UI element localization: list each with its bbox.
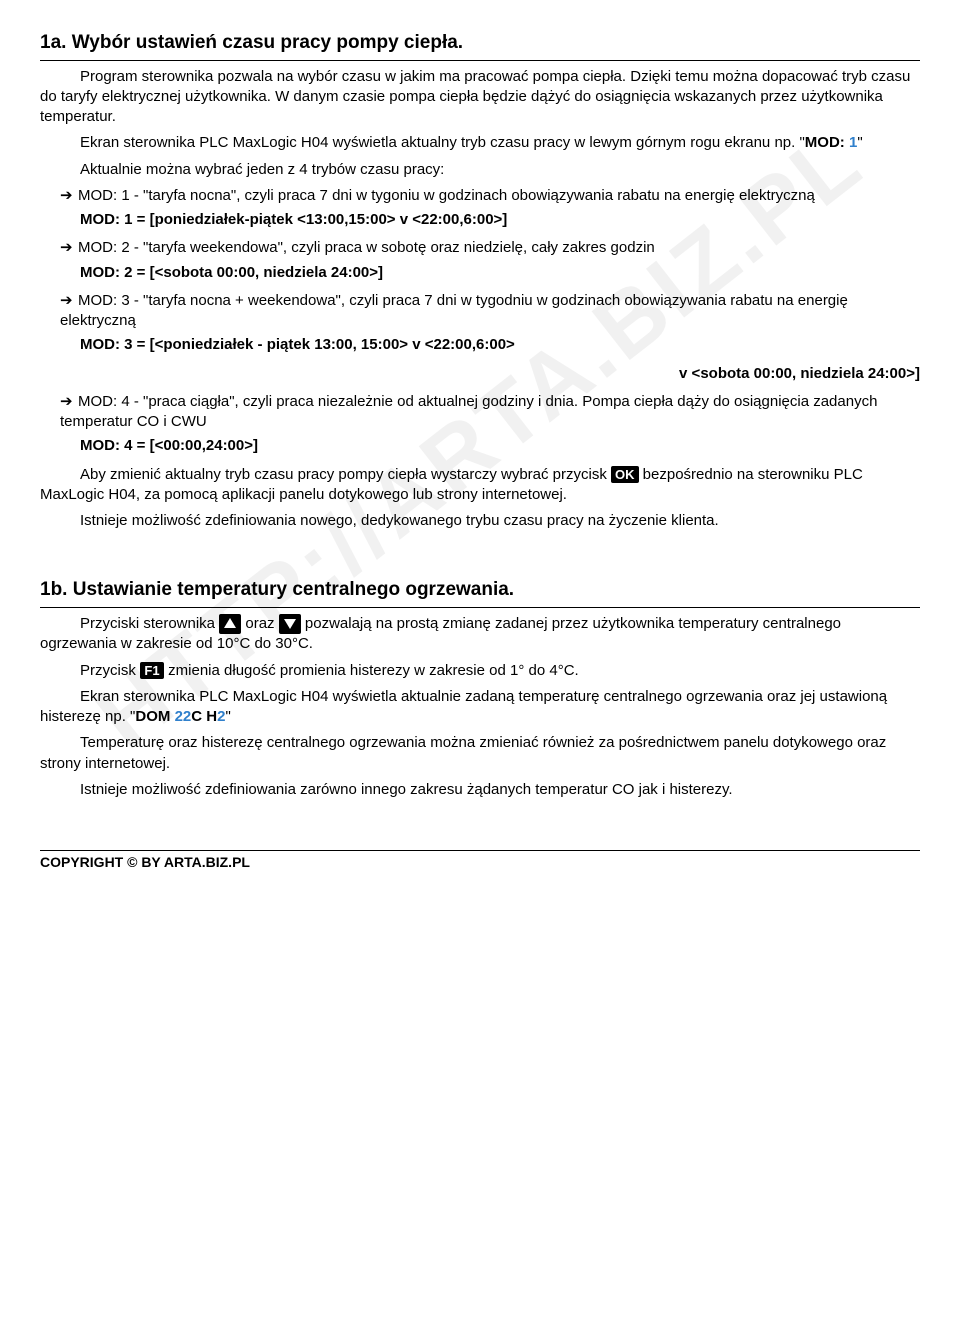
s2-p4: Temperaturę oraz histerezę centralnego o… xyxy=(40,733,920,774)
mod1-formula: MOD: 1 = [poniedziałek-piątek <13:00,15:… xyxy=(80,210,920,230)
change-paragraph: Aby zmienić aktualny tryb czasu pracy po… xyxy=(40,465,920,506)
ok-button-icon: OK xyxy=(611,466,639,484)
s2-p2: Przycisk F1 zmienia długość promienia hi… xyxy=(40,661,920,681)
f1-button-icon: F1 xyxy=(140,662,164,680)
s1-p3: Aktualnie można wybrać jeden z 4 trybów … xyxy=(40,160,920,180)
section-1b-title: 1b. Ustawianie temperatury centralnego o… xyxy=(40,577,920,608)
arrow-icon: ➔ xyxy=(60,291,78,311)
page-content: 1a. Wybór ustawień czasu pracy pompy cie… xyxy=(40,30,920,872)
dom-label: DOM xyxy=(135,708,174,725)
mod3-desc: MOD: 3 - "taryfa nocna + weekendowa", cz… xyxy=(60,292,848,329)
s2-p2-post: zmienia długość promienia histerezy w za… xyxy=(164,662,579,679)
s1-p2: Ekran sterownika PLC MaxLogic H04 wyświe… xyxy=(40,133,920,153)
s2-p2-pre: Przycisk xyxy=(80,662,140,679)
mod1-block: ➔MOD: 1 - "taryfa nocna", czyli praca 7 … xyxy=(60,186,920,206)
mod2-formula: MOD: 2 = [<sobota 00:00, niedziela 24:00… xyxy=(80,263,920,283)
s2-p3-post: " xyxy=(225,708,230,725)
section-1a-title: 1a. Wybór ustawień czasu pracy pompy cie… xyxy=(40,30,920,61)
mod3-formula-right: v <sobota 00:00, niedziela 24:00>] xyxy=(40,364,920,384)
up-button-icon xyxy=(219,614,241,634)
mod-label: MOD: xyxy=(805,134,845,151)
s2-p5: Istnieje możliwość zdefiniowania zarówno… xyxy=(40,780,920,800)
s2-p1-pre: Przyciski sterownika xyxy=(80,615,219,632)
s2-p3: Ekran sterownika PLC MaxLogic H04 wyświe… xyxy=(40,687,920,728)
mod3-block: ➔MOD: 3 - "taryfa nocna + weekendowa", c… xyxy=(60,291,920,332)
mod1-desc: MOD: 1 - "taryfa nocna", czyli praca 7 d… xyxy=(78,187,815,204)
s2-p1-mid: oraz xyxy=(241,615,279,632)
mod2-desc: MOD: 2 - "taryfa weekendowa", czyli prac… xyxy=(78,239,655,256)
mod-value: 1 xyxy=(845,134,858,151)
footer: COPYRIGHT © BY ARTA.BIZ.PL xyxy=(40,850,920,872)
change-note: Istnieje możliwość zdefiniowania nowego,… xyxy=(40,511,920,531)
change-pre: Aby zmienić aktualny tryb czasu pracy po… xyxy=(80,466,611,483)
dom-ch: C H xyxy=(191,708,217,725)
s1-p2-pre: Ekran sterownika PLC MaxLogic H04 wyświe… xyxy=(80,134,805,151)
arrow-icon: ➔ xyxy=(60,186,78,206)
mod4-desc: MOD: 4 - "praca ciągła", czyli praca nie… xyxy=(60,393,877,430)
mod3-formula: MOD: 3 = [<poniedziałek - piątek 13:00, … xyxy=(80,335,920,355)
dom-22: 22 xyxy=(175,708,192,725)
mod4-formula: MOD: 4 = [<00:00,24:00>] xyxy=(80,436,920,456)
s2-p1: Przyciski sterownika oraz pozwalają na p… xyxy=(40,614,920,655)
s1-p2-post: " xyxy=(857,134,862,151)
arrow-icon: ➔ xyxy=(60,238,78,258)
s1-p1: Program sterownika pozwala na wybór czas… xyxy=(40,67,920,128)
down-button-icon xyxy=(279,614,301,634)
mod4-block: ➔MOD: 4 - "praca ciągła", czyli praca ni… xyxy=(60,392,920,433)
mod2-block: ➔MOD: 2 - "taryfa weekendowa", czyli pra… xyxy=(60,238,920,258)
arrow-icon: ➔ xyxy=(60,392,78,412)
